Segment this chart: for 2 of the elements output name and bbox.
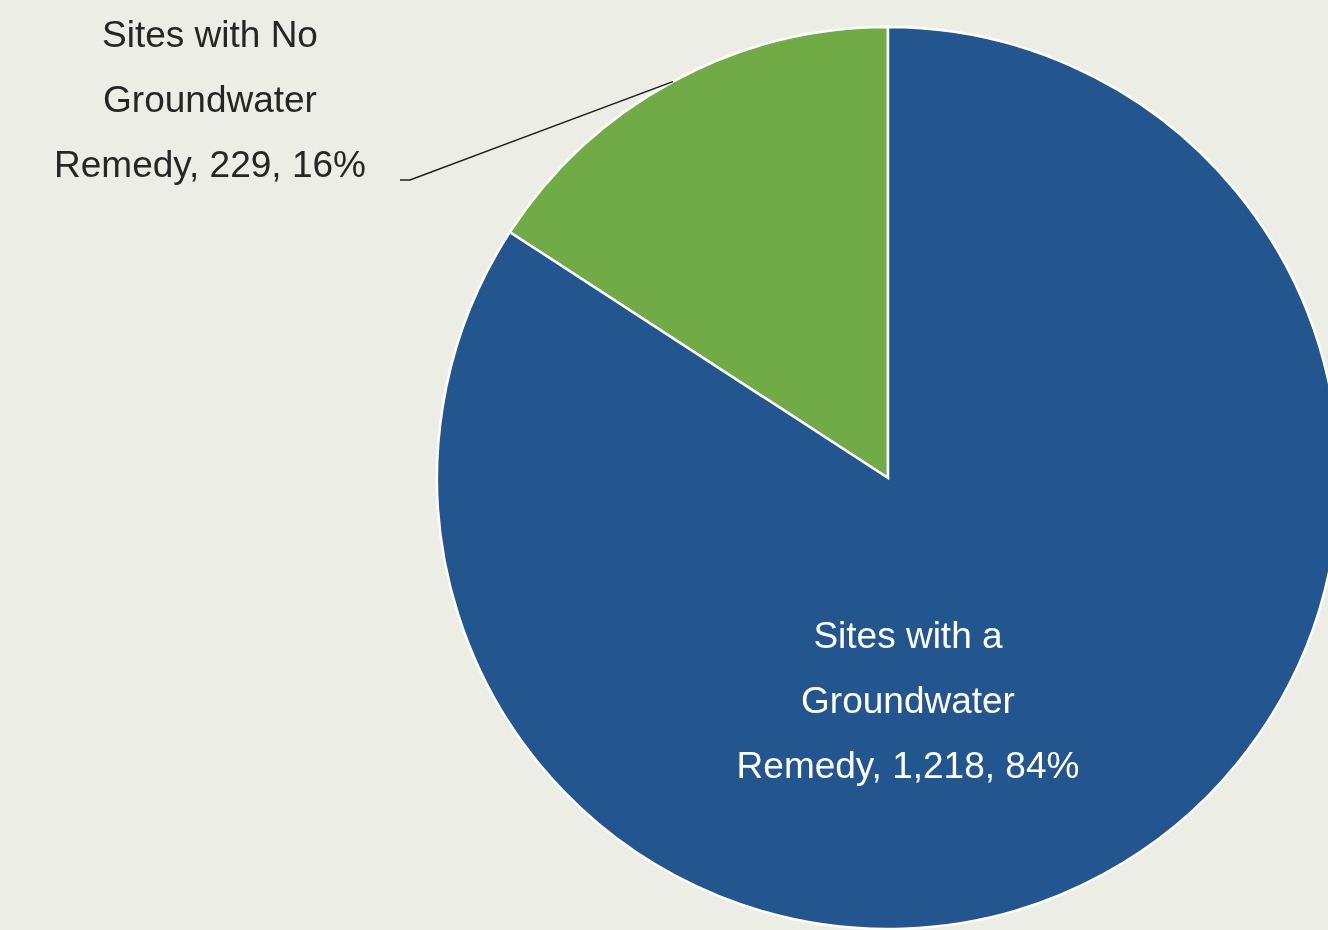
slice-label: Sites with No Groundwater Remedy, 229, 16% bbox=[54, 14, 366, 185]
slice-label: Sites with a Groundwater Remedy, 1,218, 84% bbox=[736, 615, 1080, 786]
